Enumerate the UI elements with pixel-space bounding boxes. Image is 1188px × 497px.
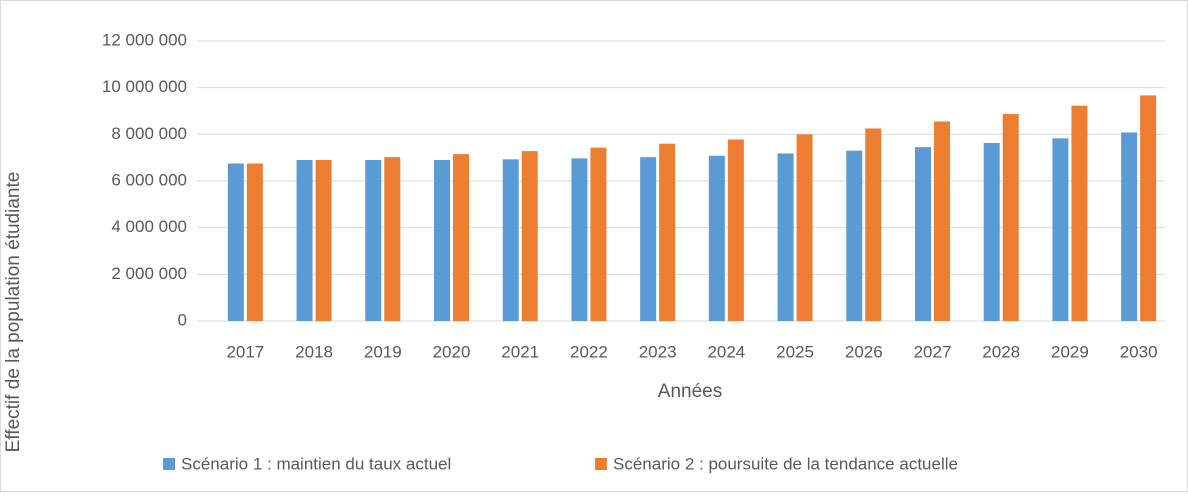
legend-swatch <box>595 458 607 470</box>
bar <box>453 154 469 321</box>
y-tick-label: 0 <box>178 310 187 329</box>
bar <box>434 160 450 321</box>
y-tick-label: 2 000 000 <box>111 264 187 283</box>
bar <box>315 160 332 321</box>
bar <box>296 160 313 321</box>
bar <box>502 159 519 321</box>
x-tick-label: 2018 <box>295 342 333 361</box>
x-axis-label: Années <box>658 381 722 402</box>
x-tick-label: 2025 <box>776 342 814 361</box>
bar <box>1121 132 1138 321</box>
bar <box>227 163 244 321</box>
bar <box>777 153 794 321</box>
y-tick-label: 6 000 000 <box>111 170 187 189</box>
bar <box>934 121 950 321</box>
legend-label: Scénario 2 : poursuite de la tendance ac… <box>613 454 958 473</box>
bar <box>640 157 657 321</box>
x-tick-label: 2017 <box>226 342 264 361</box>
y-tick-label: 8 000 000 <box>111 124 187 143</box>
x-tick-label: 2026 <box>845 342 883 361</box>
x-tick-label: 2027 <box>914 342 952 361</box>
bar <box>1002 114 1019 322</box>
x-tick-label: 2029 <box>1051 342 1089 361</box>
bar <box>1052 138 1069 321</box>
x-tick-label: 2023 <box>639 342 677 361</box>
x-tick-label: 2030 <box>1120 342 1158 361</box>
bar <box>246 163 263 321</box>
bar <box>1071 105 1088 321</box>
x-tick-label: 2020 <box>433 342 471 361</box>
y-tick-label: 10 000 000 <box>102 77 187 96</box>
bar <box>571 158 588 321</box>
bar <box>521 151 538 321</box>
bar <box>796 134 813 321</box>
bar <box>846 150 863 321</box>
x-tick-label: 2022 <box>570 342 608 361</box>
bar <box>1140 95 1157 321</box>
legend-label: Scénario 1 : maintien du taux actuel <box>181 454 451 473</box>
x-tick-label: 2019 <box>364 342 402 361</box>
bar <box>365 160 382 321</box>
bar <box>659 143 676 321</box>
y-tick-label: 4 000 000 <box>111 217 187 236</box>
x-tick-label: 2028 <box>982 342 1020 361</box>
x-tick-label: 2024 <box>707 342 745 361</box>
y-tick-label: 12 000 000 <box>102 30 187 49</box>
bar <box>708 155 725 321</box>
x-tick-label: 2021 <box>501 342 539 361</box>
bar <box>865 128 882 321</box>
bar <box>727 139 744 321</box>
bar <box>915 147 931 321</box>
bar <box>983 142 1000 321</box>
y-axis-label: Effectif de la population étudiante <box>3 172 24 453</box>
legend-swatch <box>163 458 175 470</box>
bar <box>384 157 401 321</box>
bar <box>590 147 607 321</box>
